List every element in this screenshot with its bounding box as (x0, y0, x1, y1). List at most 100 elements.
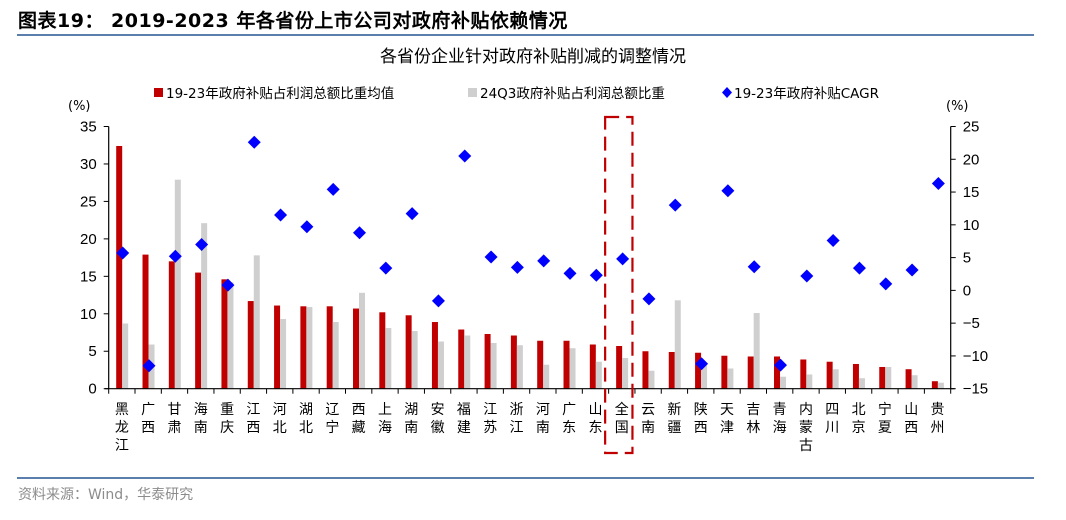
cagr-diamond-icon (616, 252, 630, 266)
bar-red (642, 351, 649, 389)
left-axis-unit: (%) (68, 99, 91, 114)
bar-gray (490, 343, 497, 389)
cagr-diamond-icon (721, 184, 735, 198)
legend: 19-23年政府补贴占利润总额比重均值 24Q3政府补贴占利润总额比重 19-23年… (154, 86, 879, 102)
left-tick-label: 5 (88, 343, 96, 360)
legend-label: 19-23年政府补贴占利润总额比重均值 (166, 86, 394, 102)
legend-swatch (468, 88, 477, 97)
left-tick-label: 15 (80, 268, 97, 285)
bar-red (563, 340, 570, 389)
bar-gray (359, 292, 366, 389)
cagr-diamond-icon (168, 249, 182, 263)
category-label: 广东 (562, 402, 576, 436)
bar-red (300, 306, 307, 389)
cagr-diamond-icon (800, 269, 814, 283)
cagr-diamond-icon (431, 294, 445, 308)
legend-item-3: 19-23年政府补贴CAGR (722, 86, 879, 102)
figure-title: 图表19： 2019-2023 年各省份上市公司对政府补贴依赖情况 (18, 10, 568, 32)
bar-red (142, 254, 149, 389)
category-label: 山西 (904, 402, 918, 436)
left-tick-label: 10 (80, 306, 97, 323)
bar-gray (464, 335, 471, 389)
cagr-diamond-icon (537, 254, 551, 268)
bar-red (747, 356, 754, 389)
bar-red (774, 356, 781, 389)
category-label: 四川 (825, 402, 839, 436)
category-label: 贵州 (931, 402, 945, 436)
cagr-diamond-icon (852, 261, 866, 275)
chart-title: 各省份企业针对政府补贴削减的调整情况 (380, 47, 686, 67)
bar-gray (622, 357, 629, 389)
bar-red (852, 363, 859, 389)
legend-swatch (154, 88, 163, 97)
category-label: 重庆 (220, 402, 234, 436)
category-label: 安徽 (431, 402, 445, 436)
bar-gray (937, 382, 944, 389)
bar-red (616, 345, 623, 389)
bar-gray (411, 331, 418, 389)
cagr-diamond-icon (879, 277, 893, 291)
category-labels: 黑龙江广西甘肃海南重庆江西河北湖北辽宁西藏上海湖南安徽福建江苏浙江河南广东山东全… (115, 401, 945, 454)
bar-gray (569, 348, 576, 389)
cagr-diamond-icon (405, 207, 419, 221)
bar-gray (306, 307, 313, 389)
bar-red (168, 261, 175, 389)
cagr-diamond-icon (747, 260, 761, 274)
cagr-diamond-icon (379, 261, 393, 275)
category-label: 江西 (246, 402, 260, 436)
category-label: 广西 (141, 402, 155, 436)
bar-red (274, 305, 281, 389)
bar-gray (332, 322, 339, 389)
cagr-diamond-icon (774, 358, 788, 372)
cagr-diamond-icon (931, 177, 945, 191)
cagr-diamond-icon (116, 246, 130, 260)
bar-red (484, 334, 491, 389)
bar-gray (885, 366, 892, 389)
bar-gray (516, 345, 523, 389)
bar-red (510, 335, 517, 389)
bar-gray (648, 370, 655, 389)
bar-red (116, 145, 123, 389)
bar-gray (780, 376, 787, 389)
bar-gray (253, 255, 260, 389)
category-label: 山东 (588, 402, 602, 436)
category-label: 河北 (273, 402, 287, 436)
left-tick-label: 0 (88, 381, 96, 398)
right-tick-label: 15 (963, 184, 980, 201)
right-tick-label: −15 (963, 381, 988, 398)
title-rule (17, 34, 1034, 36)
category-label: 黑龙江 (115, 402, 129, 454)
cagr-diamond-icon (274, 208, 288, 222)
source-note: 资料来源：Wind，华泰研究 (18, 487, 194, 503)
bars (116, 145, 944, 389)
legend-label: 19-23年政府补贴CAGR (734, 86, 879, 102)
bar-red (800, 359, 807, 389)
bar-red (379, 312, 386, 389)
cagr-diamond-icon (300, 220, 314, 234)
category-label: 西藏 (352, 402, 366, 436)
category-label: 河南 (536, 402, 550, 436)
bar-gray (806, 374, 813, 389)
category-label: 北京 (852, 402, 866, 436)
right-tick-label: −5 (963, 315, 980, 332)
bar-red (353, 308, 360, 389)
category-label: 福建 (457, 402, 471, 436)
cagr-diamond-icon (695, 357, 709, 371)
category-label: 吉林 (746, 402, 760, 436)
category-label: 青海 (773, 402, 787, 436)
source-rule (17, 477, 1034, 479)
bar-gray (753, 313, 760, 389)
legend-item-1: 19-23年政府补贴占利润总额比重均值 (154, 86, 394, 102)
bar-gray (227, 282, 234, 389)
cagr-diamond-icon (195, 237, 209, 251)
right-tick-label: 5 (963, 250, 971, 267)
cagr-diamond-icon (563, 266, 577, 280)
right-tick-label: 25 (963, 119, 980, 136)
cagr-diamond-icon (905, 263, 919, 277)
bar-gray (543, 364, 550, 389)
category-label: 全国 (615, 401, 629, 436)
axes: 0 5 10 15 20 25 30 35 −15 −10 −5 0 5 10 15 20 25 (80, 119, 988, 398)
category-label: 天津 (720, 402, 734, 436)
bar-red (431, 322, 438, 389)
bar-gray (674, 300, 681, 389)
